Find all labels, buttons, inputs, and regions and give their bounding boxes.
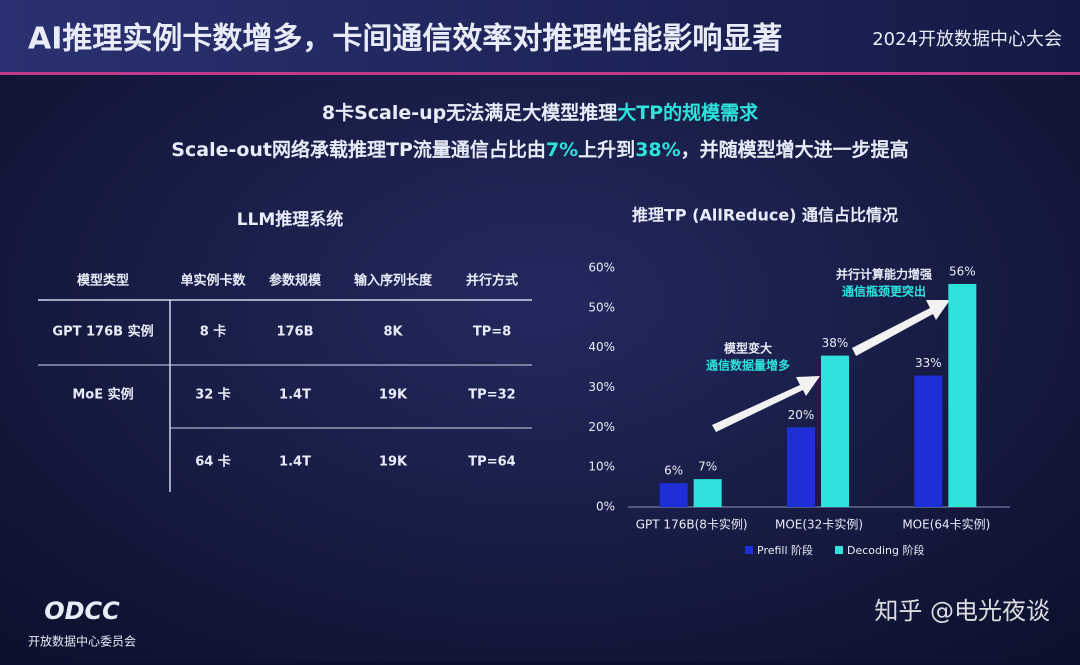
legend-label: Decoding 阶段 (847, 543, 925, 557)
subtitle-highlight: 38% (635, 139, 680, 161)
subtitle-text: 8卡Scale-up无法满足大模型推理 (322, 101, 617, 124)
title-rule (0, 72, 1080, 75)
table-header: 单实例卡数 (180, 273, 246, 289)
table-cell: 8K (383, 325, 403, 340)
chart-title: 推理TP (AllReduce) 通信占比情况 (632, 206, 898, 225)
table-cell: TP=32 (468, 388, 515, 403)
table-cell: 19K (379, 388, 408, 403)
table-cell: 1.4T (279, 388, 311, 403)
bar (821, 355, 849, 507)
bar (659, 483, 688, 507)
event-name: 2024开放数据中心大会 (872, 29, 1062, 50)
value-label: 6% (664, 464, 683, 478)
table-title: LLM推理系统 (237, 209, 344, 230)
table-header: 输入序列长度 (354, 273, 433, 289)
arrow (712, 376, 820, 432)
legend-label: Prefill 阶段 (757, 543, 813, 557)
table-header: 模型类型 (77, 273, 129, 289)
y-tick-label: 20% (588, 420, 615, 434)
subtitle-text: 上升到 (578, 139, 635, 161)
y-tick-label: 10% (588, 460, 615, 474)
table-cell: TP=64 (468, 455, 515, 470)
y-tick-label: 60% (588, 261, 615, 275)
table-cell: GPT 176B 实例 (52, 324, 153, 340)
table-cell: 32 卡 (195, 387, 231, 403)
subtitle-line: 8卡Scale-up无法满足大模型推理大TP的规模需求 (322, 101, 759, 124)
y-tick-label: 50% (588, 300, 615, 314)
annotation: 并行计算能力增强 (836, 267, 932, 282)
legend-swatch (745, 546, 753, 554)
table-cell: TP=8 (473, 325, 511, 340)
bar (914, 375, 943, 507)
value-label: 20% (788, 408, 815, 422)
subtitle-text: Scale-out网络承载推理TP流量通信占比由 (171, 138, 546, 161)
table-cell: 19K (379, 455, 408, 470)
annotation: 通信数据量增多 (706, 358, 790, 373)
table-header: 参数规模 (269, 273, 322, 289)
table-header: 并行方式 (466, 273, 518, 289)
table-cell: 64 卡 (195, 454, 231, 470)
watermark: 知乎 @电光夜谈 (874, 597, 1050, 625)
y-tick-label: 0% (596, 500, 615, 514)
x-tick-label: GPT 176B(8卡实例) (636, 517, 748, 532)
subtitle-highlight: 大TP的规模需求 (617, 101, 759, 124)
title-bar (0, 0, 1080, 72)
bar (787, 427, 815, 507)
y-tick-label: 30% (588, 380, 615, 394)
value-label: 56% (949, 264, 976, 278)
table-cell: 176B (276, 325, 313, 340)
logo: ODCC (44, 597, 120, 625)
value-label: 7% (698, 460, 717, 474)
arrow (852, 300, 950, 356)
annotation: 模型变大 (724, 341, 772, 356)
annotation: 通信瓶颈更突出 (842, 284, 926, 299)
bar (948, 283, 977, 507)
slide-title: AI推理实例卡数增多，卡间通信效率对推理性能影响显著 (28, 22, 782, 57)
bar (693, 479, 722, 507)
x-tick-label: MOE(64卡实例) (902, 517, 990, 532)
table-cell: MoE 实例 (72, 387, 133, 403)
subtitle-highlight: 7% (546, 139, 578, 161)
table-cell: 1.4T (279, 455, 311, 470)
legend-swatch (835, 546, 843, 554)
value-label: 38% (822, 336, 849, 350)
subtitle-text: ，并随模型增大进一步提高 (681, 138, 909, 161)
y-tick-label: 40% (588, 340, 615, 354)
x-tick-label: MOE(32卡实例) (775, 517, 863, 532)
table-cell: 8 卡 (200, 324, 227, 340)
value-label: 33% (915, 356, 942, 370)
subtitle-line: Scale-out网络承载推理TP流量通信占比由7%上升到38%，并随模型增大进… (171, 138, 908, 161)
org-name: 开放数据中心委员会 (28, 634, 136, 649)
